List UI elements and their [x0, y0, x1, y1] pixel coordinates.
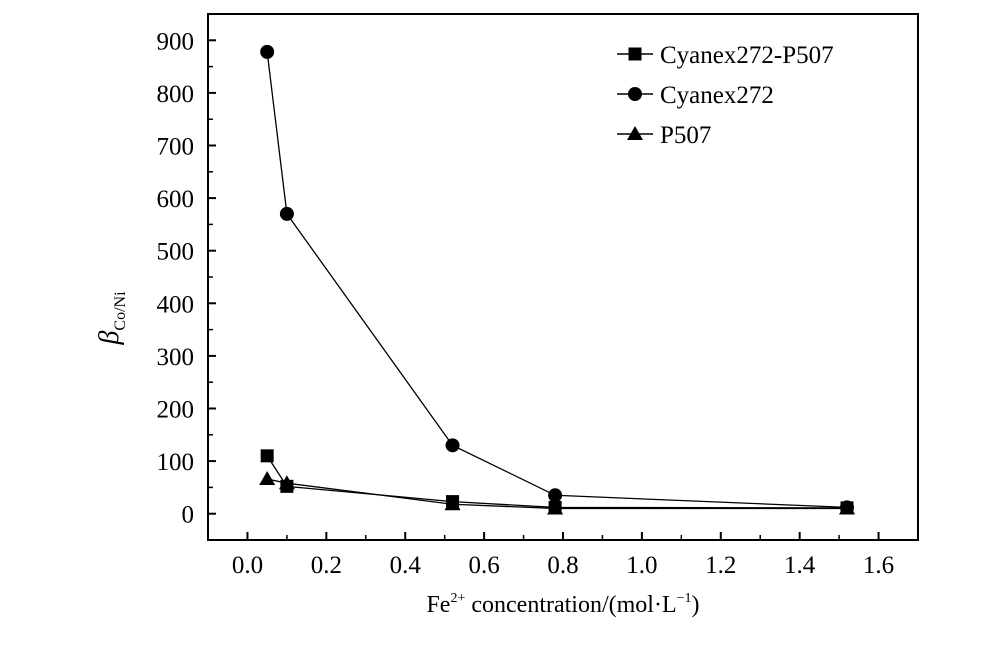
- x-tick-label: 1.0: [626, 552, 657, 579]
- data-point: [445, 438, 460, 453]
- legend-marker: [627, 126, 643, 140]
- y-tick-label: 700: [157, 134, 195, 161]
- legend-label: Cyanex272-P507: [660, 42, 834, 69]
- y-tick-label: 0: [182, 502, 195, 529]
- data-point: [278, 475, 295, 490]
- x-tick-label: 1.4: [784, 552, 816, 579]
- data-point: [279, 206, 294, 221]
- legend-entry: Cyanex272: [617, 82, 774, 109]
- data-point: [444, 496, 461, 511]
- x-axis-label-end: ): [692, 592, 700, 618]
- x-tick-label: 1.6: [863, 552, 894, 579]
- x-tick-label: 0.0: [232, 552, 263, 579]
- y-tick-label: 800: [157, 81, 195, 108]
- legend-label: P507: [660, 122, 711, 149]
- x-axis-label-sup2: −1: [677, 591, 692, 606]
- y-tick-label: 500: [157, 239, 195, 266]
- series-line: [266, 51, 848, 509]
- series-triangle: [259, 470, 855, 515]
- x-axis-label-mid: concentration/(mol·L: [465, 592, 676, 618]
- tick-labels: 0.0 0.2 0.4 0.6 0.8 1.0 1.2 1.4 1.6 0 100 200 300 400…: [157, 28, 895, 579]
- data-point: [547, 500, 564, 515]
- legend-label: Cyanex272: [660, 82, 774, 109]
- x-axis-label-sup: 2+: [450, 591, 465, 606]
- y-tick-label: 300: [157, 344, 195, 371]
- series-layer: [259, 44, 855, 515]
- legend-marker: [628, 87, 642, 101]
- data-point: [260, 44, 275, 59]
- axis-ticks: [208, 39, 880, 540]
- y-tick-label: 400: [157, 291, 195, 318]
- x-tick-label: 0.2: [311, 552, 342, 579]
- y-axis-label-symbol: β: [94, 331, 125, 346]
- x-tick-label: 0.8: [547, 552, 578, 579]
- y-tick-label: 200: [157, 397, 195, 424]
- series-circle: [260, 44, 854, 515]
- legend-entry: P507: [617, 122, 711, 149]
- x-axis-label-base: Fe: [426, 592, 450, 618]
- x-axis-label: Fe2+ concentration/(mol·L−1): [426, 591, 699, 618]
- x-tick-label: 1.2: [705, 552, 736, 579]
- legend-marker: [628, 47, 642, 61]
- data-point: [260, 449, 274, 463]
- x-tick-label: 0.6: [468, 552, 499, 579]
- legend-entry: Cyanex272-P507: [617, 42, 834, 69]
- data-point: [259, 470, 276, 485]
- x-tick-label: 0.4: [390, 552, 422, 579]
- plot-frame: [207, 13, 919, 541]
- y-axis-label-sub: Co/Ni: [112, 291, 129, 331]
- y-tick-label: 600: [157, 186, 195, 213]
- y-tick-label: 900: [157, 28, 195, 55]
- legend: Cyanex272-P507 Cyanex272 P507: [617, 42, 834, 149]
- data-point: [548, 488, 563, 503]
- y-axis-label: βCo/Ni: [94, 291, 129, 346]
- y-tick-label: 100: [157, 449, 195, 476]
- data-point: [839, 500, 855, 515]
